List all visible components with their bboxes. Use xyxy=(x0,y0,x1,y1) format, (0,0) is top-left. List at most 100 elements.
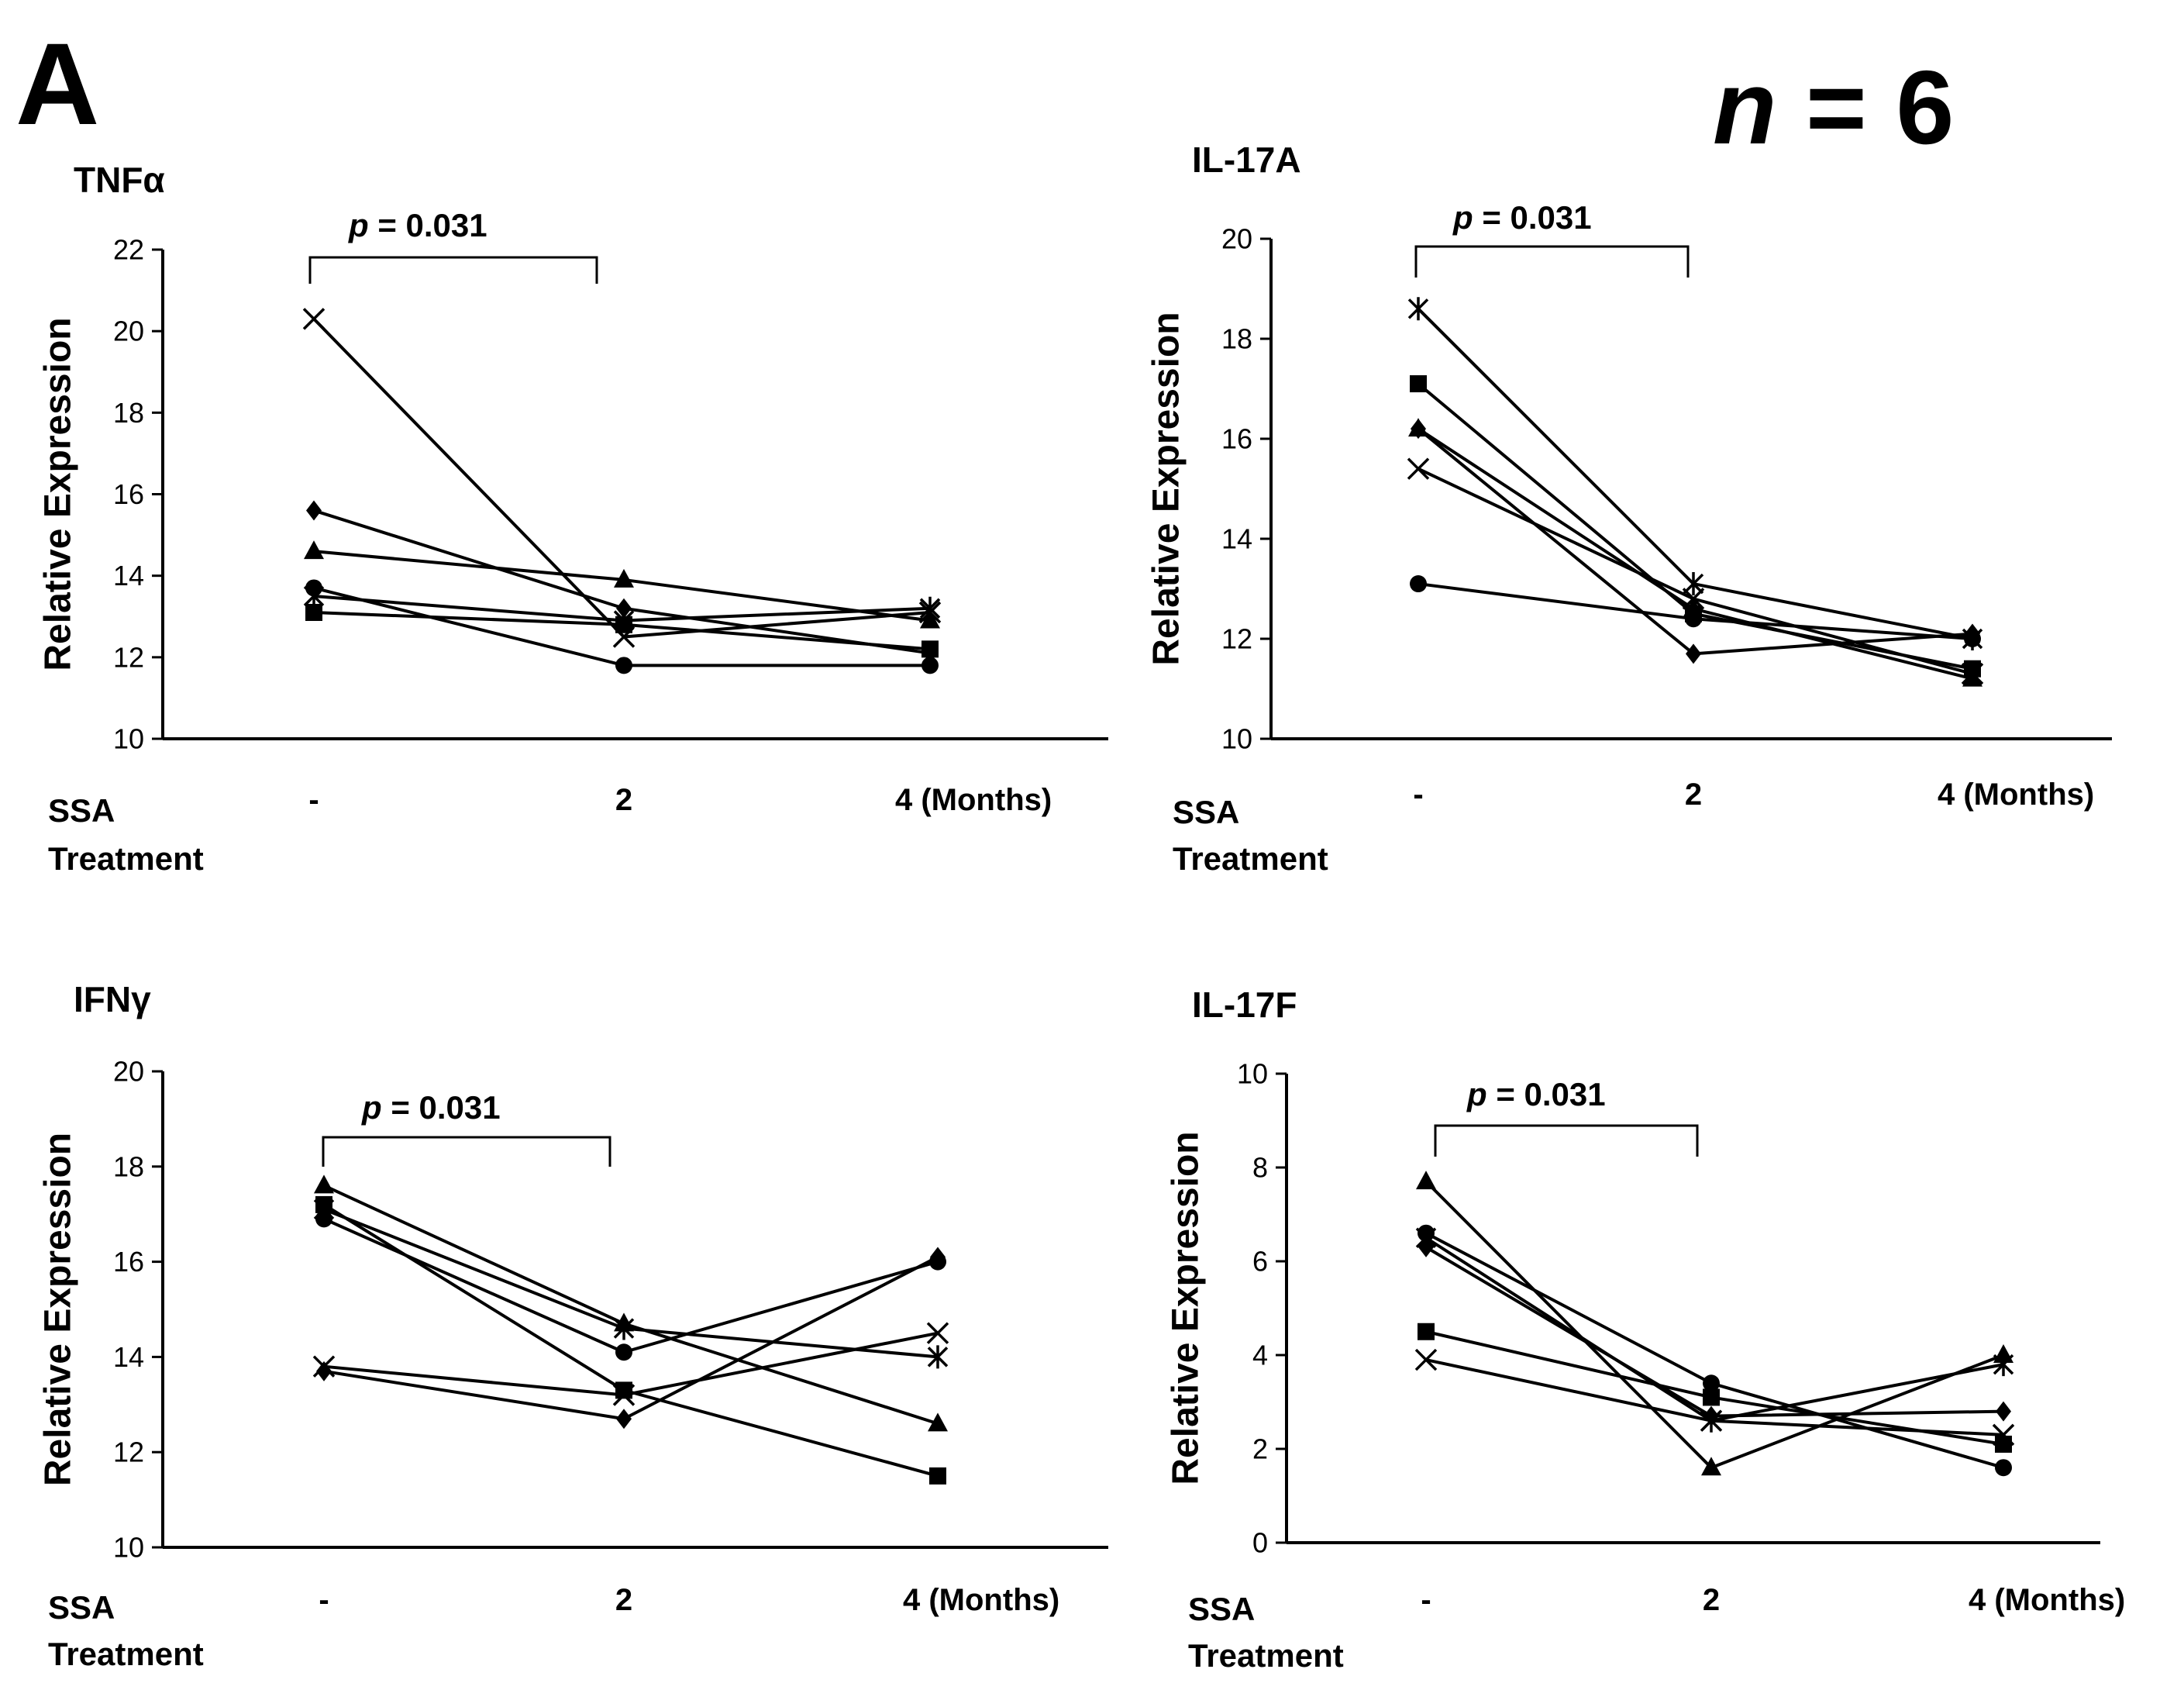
series-line xyxy=(1418,467,1973,676)
series-3 xyxy=(1411,419,1980,664)
treatment-label-line2: Treatment xyxy=(1188,1637,1344,1674)
data-point-x xyxy=(302,308,326,330)
data-point-asterisk xyxy=(613,609,635,633)
data-point-triangle xyxy=(304,540,324,560)
data-point-diamond xyxy=(616,1409,632,1430)
data-point-circle xyxy=(1703,1374,1720,1392)
y-tick-label: 10 xyxy=(113,723,144,755)
data-point-diamond xyxy=(1996,1401,2011,1422)
significance-bracket xyxy=(308,256,598,284)
data-point-asterisk xyxy=(919,596,941,620)
x-tick-label: 2 xyxy=(1685,778,1702,812)
x-tick-label: 4 (Months) xyxy=(895,783,1052,817)
x-tick-label: 4 (Months) xyxy=(1938,778,2094,812)
data-point-circle xyxy=(1410,575,1427,593)
data-point-triangle xyxy=(614,568,634,588)
data-point-triangle xyxy=(1408,418,1428,437)
data-point-square xyxy=(1418,1323,1435,1340)
p-value-p: p xyxy=(1466,1076,1487,1112)
y-tick-label: 22 xyxy=(113,234,144,266)
p-value-label: p = 0.031 xyxy=(348,207,487,243)
data-point-square xyxy=(1995,1435,2012,1453)
data-point-asterisk xyxy=(1993,1353,2014,1377)
x-tick-label: - xyxy=(308,783,319,817)
data-point-triangle xyxy=(1416,1171,1436,1190)
data-point-asterisk xyxy=(1407,297,1429,321)
significance-bracket xyxy=(1434,1124,1699,1157)
y-tick-label: 4 xyxy=(1252,1340,1268,1371)
data-point-square xyxy=(1410,375,1427,393)
data-point-asterisk xyxy=(303,584,325,608)
series-4 xyxy=(313,1198,949,1369)
significance-bracket xyxy=(1414,245,1690,278)
sample-size-label: n = 6 xyxy=(1713,49,1954,166)
y-tick-label: 2 xyxy=(1252,1433,1268,1465)
significance-bracket xyxy=(322,1136,611,1167)
y-axis-label: Relative Expression xyxy=(1166,1131,1207,1485)
y-tick-label: 10 xyxy=(1237,1058,1268,1090)
data-point-square xyxy=(921,640,939,658)
data-point-asterisk xyxy=(1700,1409,1722,1433)
treatment-label-line1: SSA xyxy=(1173,794,1239,830)
chart-panel-2: IL-17A Relative Expression 10 12 14 16 18 20 - 2 4… xyxy=(1146,140,2112,877)
data-point-circle xyxy=(615,657,632,674)
sample-size-value: = 6 xyxy=(1776,49,1954,166)
y-tick-label: 16 xyxy=(113,1246,144,1278)
data-point-diamond xyxy=(306,500,322,521)
data-point-triangle xyxy=(928,1412,948,1432)
data-point-diamond xyxy=(1686,643,1701,664)
data-point-x xyxy=(926,1322,949,1344)
data-point-square xyxy=(1703,1388,1720,1406)
data-point-diamond xyxy=(930,1247,946,1267)
y-tick-label: 14 xyxy=(113,1341,144,1373)
data-point-asterisk xyxy=(1683,572,1704,596)
y-tick-label: 12 xyxy=(1221,623,1252,655)
y-tick-label: 18 xyxy=(113,1150,144,1182)
data-point-x xyxy=(1414,1348,1438,1371)
data-point-triangle xyxy=(314,1174,334,1194)
series-line xyxy=(323,1217,939,1354)
data-point-square xyxy=(929,1467,946,1485)
p-value-number: = 0.031 xyxy=(369,207,487,243)
y-axis-label: Relative Expression xyxy=(38,1133,79,1486)
x-tick-label: 2 xyxy=(615,783,632,817)
data-point-diamond xyxy=(616,598,632,619)
y-tick-label: 18 xyxy=(1221,323,1252,355)
series-6 xyxy=(1408,418,1982,687)
series-6 xyxy=(303,584,941,633)
series-2 xyxy=(315,1195,946,1485)
treatment-label-line2: Treatment xyxy=(48,840,204,877)
treatment-label-line2: Treatment xyxy=(1173,840,1328,877)
data-point-circle xyxy=(921,657,939,674)
p-value-label: p = 0.031 xyxy=(1466,1076,1606,1112)
y-tick-label: 14 xyxy=(113,560,144,591)
p-value-number: = 0.031 xyxy=(1487,1076,1606,1112)
data-point-asterisk xyxy=(1415,1226,1437,1250)
chart-panel-3: IFNγ Relative Expression 10 12 14 16 18 20 - 2 4 (… xyxy=(38,979,1108,1672)
series-3 xyxy=(304,540,940,629)
x-tick-label: 2 xyxy=(615,1583,632,1617)
chart-title: IL-17A xyxy=(1192,140,1301,180)
series-line xyxy=(312,317,931,639)
chart-title: IFNγ xyxy=(74,979,151,1019)
y-tick-label: 10 xyxy=(1221,723,1252,755)
data-point-asterisk xyxy=(927,1345,949,1369)
y-tick-label: 12 xyxy=(113,1436,144,1468)
p-value-p: p xyxy=(1452,199,1473,236)
p-value-label: p = 0.031 xyxy=(361,1089,501,1126)
chart-title: TNFα xyxy=(74,160,165,200)
y-axis-label: Relative Expression xyxy=(38,317,79,671)
data-point-triangle xyxy=(1701,1457,1721,1476)
p-value-p: p xyxy=(348,207,369,243)
treatment-label-line1: SSA xyxy=(48,792,115,829)
x-tick-label: 4 (Months) xyxy=(903,1583,1059,1617)
treatment-label-line1: SSA xyxy=(1188,1591,1255,1627)
y-tick-label: 12 xyxy=(113,641,144,673)
data-point-circle xyxy=(1964,630,1981,647)
data-point-diamond xyxy=(316,1361,332,1381)
y-tick-label: 20 xyxy=(1221,223,1252,255)
series-line xyxy=(1417,307,1973,640)
panel-letter: A xyxy=(16,19,99,149)
